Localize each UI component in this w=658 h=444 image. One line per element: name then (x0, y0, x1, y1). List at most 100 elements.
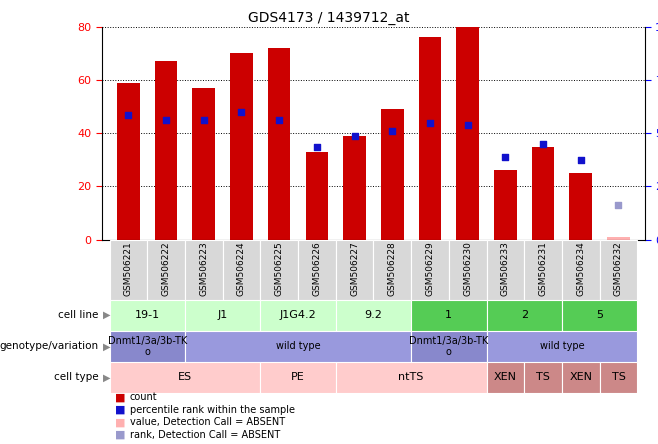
Bar (185, 331, 411, 362)
Point (161, 116, 171, 123)
Bar (411, 300, 486, 331)
Bar (569, 173, 592, 240)
Text: percentile rank within the sample: percentile rank within the sample (130, 405, 295, 415)
Text: ▶: ▶ (103, 341, 111, 351)
Text: XEN: XEN (569, 373, 592, 382)
Text: GSM506222: GSM506222 (162, 242, 170, 296)
Point (349, 132, 360, 139)
Text: ■: ■ (115, 430, 126, 440)
Bar (222, 240, 261, 300)
Bar (411, 331, 486, 362)
Bar (117, 83, 139, 240)
Bar (381, 109, 403, 240)
Text: wild type: wild type (276, 341, 320, 351)
Bar (524, 240, 562, 300)
Text: count: count (130, 392, 157, 402)
Bar (109, 300, 185, 331)
Text: TS: TS (536, 373, 550, 382)
Bar (418, 37, 442, 240)
Bar (449, 240, 486, 300)
Point (463, 122, 473, 129)
Point (387, 127, 397, 134)
Bar (486, 362, 524, 393)
Text: GSM506231: GSM506231 (538, 242, 547, 297)
Text: cell line: cell line (59, 310, 99, 320)
Bar (230, 53, 253, 240)
Bar (261, 362, 336, 393)
Text: ▶: ▶ (103, 373, 111, 382)
Text: GSM506224: GSM506224 (237, 242, 246, 296)
Bar (486, 331, 638, 362)
Text: XEN: XEN (494, 373, 517, 382)
Bar (109, 331, 185, 362)
Text: 2: 2 (520, 310, 528, 320)
Bar (147, 240, 185, 300)
Bar (457, 27, 479, 240)
Text: Dnmt1/3a/3b-TK
o: Dnmt1/3a/3b-TK o (409, 336, 488, 357)
Text: ■: ■ (115, 417, 126, 427)
Bar (494, 170, 517, 240)
Text: GSM506233: GSM506233 (501, 242, 510, 297)
Text: GSM506229: GSM506229 (426, 242, 434, 296)
Text: J1: J1 (218, 310, 228, 320)
Point (312, 143, 322, 150)
Text: 5: 5 (596, 310, 603, 320)
Text: GSM506232: GSM506232 (614, 242, 623, 296)
Text: rank, Detection Call = ABSENT: rank, Detection Call = ABSENT (130, 430, 280, 440)
Text: ■: ■ (115, 405, 126, 415)
Text: Dnmt1/3a/3b-TK
o: Dnmt1/3a/3b-TK o (108, 336, 187, 357)
Point (236, 108, 247, 115)
Bar (268, 48, 290, 240)
Bar (599, 240, 638, 300)
Text: GSM506228: GSM506228 (388, 242, 397, 296)
Bar (336, 300, 411, 331)
Text: genotype/variation: genotype/variation (0, 341, 99, 351)
Point (500, 154, 511, 161)
Bar (336, 362, 486, 393)
Point (123, 111, 134, 118)
Text: 19-1: 19-1 (135, 310, 160, 320)
Bar (185, 240, 222, 300)
Bar (192, 88, 215, 240)
Point (199, 116, 209, 123)
Point (576, 156, 586, 163)
Text: ntTS: ntTS (399, 373, 424, 382)
Text: 1: 1 (445, 310, 452, 320)
Text: value, Detection Call = ABSENT: value, Detection Call = ABSENT (130, 417, 285, 427)
Bar (524, 362, 562, 393)
Text: 9.2: 9.2 (365, 310, 382, 320)
Bar (562, 300, 638, 331)
Point (424, 119, 435, 126)
Text: GDS4173 / 1439712_at: GDS4173 / 1439712_at (248, 11, 410, 25)
Text: GSM506234: GSM506234 (576, 242, 585, 296)
Bar (109, 240, 147, 300)
Text: GSM506230: GSM506230 (463, 242, 472, 297)
Point (538, 140, 548, 147)
Bar (261, 240, 298, 300)
Bar (562, 362, 599, 393)
Text: GSM506223: GSM506223 (199, 242, 209, 296)
Point (613, 202, 624, 209)
Point (274, 116, 284, 123)
Bar (298, 240, 336, 300)
Text: ■: ■ (115, 392, 126, 402)
Bar (109, 362, 261, 393)
Bar (185, 300, 261, 331)
Bar (374, 240, 411, 300)
Text: wild type: wild type (540, 341, 584, 351)
Text: J1G4.2: J1G4.2 (280, 310, 316, 320)
Text: PE: PE (291, 373, 305, 382)
Bar (305, 152, 328, 240)
Text: GSM506226: GSM506226 (313, 242, 321, 296)
Text: GSM506221: GSM506221 (124, 242, 133, 296)
Bar (486, 300, 562, 331)
Bar (155, 61, 178, 240)
Bar (336, 240, 374, 300)
Bar (343, 136, 366, 240)
Text: ES: ES (178, 373, 192, 382)
Bar (532, 147, 554, 240)
Text: ▶: ▶ (103, 310, 111, 320)
Bar (607, 237, 630, 240)
Bar (599, 362, 638, 393)
Bar (411, 240, 449, 300)
